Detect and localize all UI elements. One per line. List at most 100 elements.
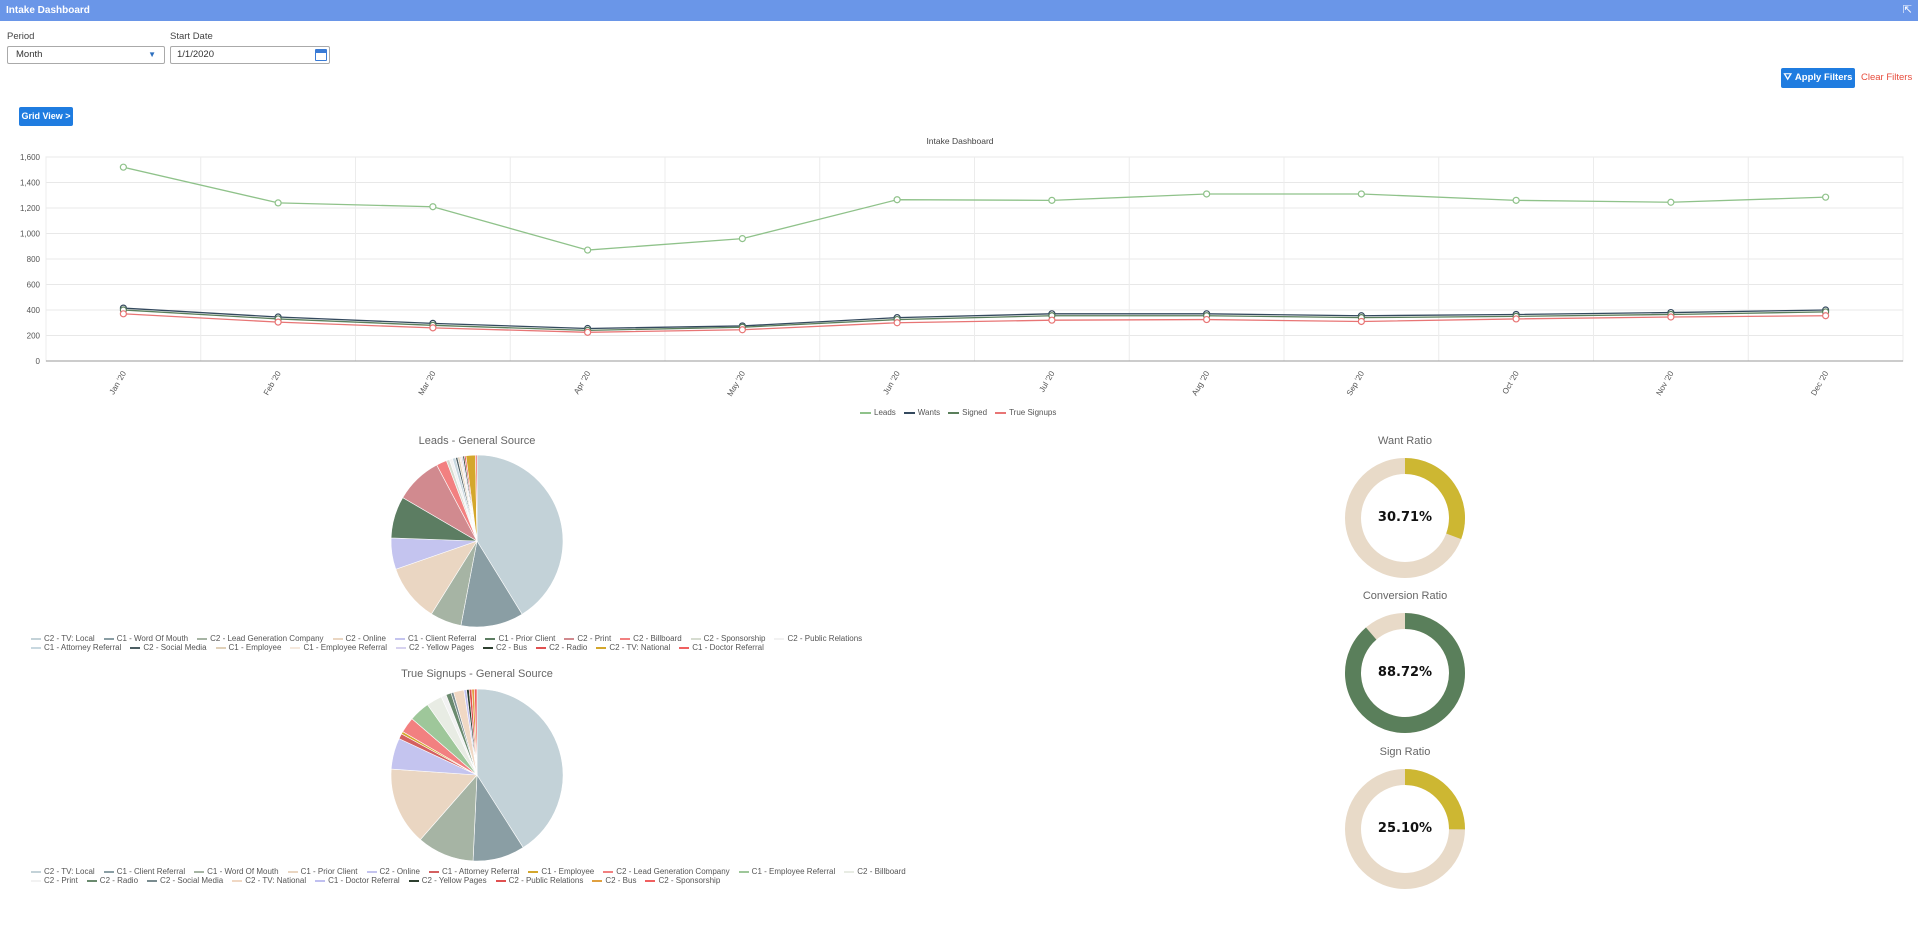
grid-view-button[interactable]: Grid View >: [19, 107, 73, 126]
data-point: [1203, 190, 1211, 198]
calendar-icon[interactable]: [315, 49, 327, 61]
data-point: [584, 246, 592, 254]
legend-swatch: [528, 870, 539, 873]
legend-item[interactable]: C1 - Word Of Mouth: [103, 634, 188, 643]
legend-swatch: [31, 646, 41, 649]
legend-item[interactable]: C1 - Attorney Referral: [31, 643, 121, 652]
legend-item[interactable]: C2 - Public Relations: [495, 876, 583, 885]
legend-item[interactable]: C2 - TV: National: [232, 876, 306, 885]
legend-item[interactable]: C2 - Lead Generation Company: [603, 867, 730, 876]
legend-item[interactable]: C1 - Word Of Mouth: [194, 867, 279, 876]
legend-item[interactable]: C1 - Doctor Referral: [679, 643, 764, 652]
legend-item[interactable]: True Signups: [995, 408, 1056, 417]
legend-swatch: [620, 637, 631, 640]
clear-filters-button[interactable]: Clear Filters: [1861, 72, 1913, 83]
legend-swatch: [315, 879, 326, 882]
legend-item[interactable]: C2 - Billboard: [620, 634, 682, 643]
legend-item[interactable]: C2 - Sponsorship: [645, 876, 720, 885]
y-tick-label: 1,000: [20, 230, 41, 239]
legend-swatch: [603, 870, 614, 873]
legend-item[interactable]: C1 - Prior Client: [287, 867, 358, 876]
series-line-true-signups: [123, 313, 1826, 333]
period-label: Period: [7, 31, 35, 42]
donut-value-arc: [1404, 458, 1465, 540]
legend-item[interactable]: C2 - TV: Local: [31, 634, 95, 643]
y-tick-label: 400: [27, 306, 41, 315]
legend-item[interactable]: C2 - Online: [366, 867, 420, 876]
x-tick-label: Jan '20: [108, 369, 129, 396]
legend-item[interactable]: C1 - Employee: [528, 867, 594, 876]
legend-swatch: [645, 879, 656, 882]
legend-item[interactable]: C1 - Employee Referral: [738, 867, 835, 876]
x-tick-label: Sep '20: [1345, 369, 1367, 397]
y-tick-label: 200: [27, 332, 41, 341]
legend-item[interactable]: C1 - Client Referral: [395, 634, 476, 643]
legend-swatch: [147, 879, 158, 882]
legend-item[interactable]: Signed: [948, 408, 987, 417]
x-tick-label: Dec '20: [1809, 369, 1831, 397]
legend-item[interactable]: C2 - TV: Local: [31, 867, 95, 876]
x-tick-label: Jul '20: [1037, 369, 1057, 394]
data-point: [893, 196, 901, 204]
legend-swatch: [103, 637, 114, 640]
legend-swatch: [495, 879, 506, 882]
legend-swatch: [103, 870, 114, 873]
legend-item[interactable]: Leads: [860, 408, 896, 417]
data-point: [274, 318, 282, 326]
legend-item[interactable]: C1 - Employee Referral: [290, 643, 387, 652]
data-point: [429, 203, 437, 211]
start-date-input[interactable]: 1/1/2020: [170, 46, 330, 64]
legend-item[interactable]: C2 - Online: [332, 634, 386, 643]
legend-item[interactable]: C1 - Employee: [215, 643, 281, 652]
legend-swatch: [679, 646, 690, 649]
legend-item[interactable]: C1 - Client Referral: [103, 867, 185, 876]
legend-item[interactable]: C1 - Doctor Referral: [315, 876, 400, 885]
legend-item[interactable]: C2 - Social Media: [130, 643, 207, 652]
legend-swatch: [738, 870, 749, 873]
legend-item[interactable]: C2 - Sponsorship: [690, 634, 765, 643]
legend-item[interactable]: C2 - Social Media: [147, 876, 223, 885]
legend-item[interactable]: C2 - Print: [564, 634, 611, 643]
y-tick-label: 1,600: [20, 153, 41, 162]
apply-filters-button[interactable]: ⛛ Apply Filters: [1781, 68, 1855, 88]
data-point: [584, 328, 592, 336]
legend-item[interactable]: C1 - Prior Client: [485, 634, 555, 643]
legend-item[interactable]: C2 - Radio: [536, 643, 587, 652]
donut-value-arc: [1345, 613, 1465, 733]
x-tick-label: Oct '20: [1501, 369, 1522, 396]
period-select[interactable]: Month ▼: [7, 46, 165, 64]
x-tick-label: Mar '20: [417, 369, 438, 397]
legend-swatch: [366, 870, 377, 873]
legend-item[interactable]: Wants: [903, 408, 940, 417]
legend-item[interactable]: C2 - Billboard: [844, 867, 906, 876]
legend-item[interactable]: C2 - TV: National: [596, 643, 670, 652]
data-point: [1667, 313, 1675, 321]
data-point: [429, 324, 437, 332]
data-point: [1203, 315, 1211, 324]
legend-item[interactable]: C2 - Yellow Pages: [396, 643, 474, 652]
data-point: [1667, 198, 1675, 206]
legend-item[interactable]: C2 - Print: [31, 876, 78, 885]
legend-item[interactable]: C2 - Radio: [86, 876, 138, 885]
legend-item[interactable]: C2 - Public Relations: [774, 634, 862, 643]
legend-item[interactable]: C2 - Yellow Pages: [408, 876, 487, 885]
data-point: [119, 163, 127, 171]
legend-item[interactable]: C2 - Bus: [592, 876, 636, 885]
y-tick-label: 0: [36, 357, 41, 366]
legend-item[interactable]: C2 - Bus: [482, 643, 527, 652]
expand-icon[interactable]: ⇱: [1902, 4, 1912, 16]
data-point: [274, 199, 282, 207]
data-point: [893, 319, 901, 327]
legend-swatch: [290, 646, 301, 649]
want-ratio-title: Want Ratio: [1377, 435, 1432, 447]
legend-swatch: [690, 637, 701, 640]
x-tick-label: Aug '20: [1190, 369, 1212, 397]
legend-swatch: [395, 637, 405, 640]
legend-item[interactable]: C2 - Lead Generation Company: [197, 634, 324, 643]
data-point: [1357, 190, 1365, 198]
legend-item[interactable]: C1 - Attorney Referral: [428, 867, 519, 876]
legend-swatch: [396, 646, 407, 649]
x-tick-label: Feb '20: [262, 369, 283, 397]
legend-swatch: [485, 637, 496, 640]
data-point: [1822, 193, 1830, 201]
